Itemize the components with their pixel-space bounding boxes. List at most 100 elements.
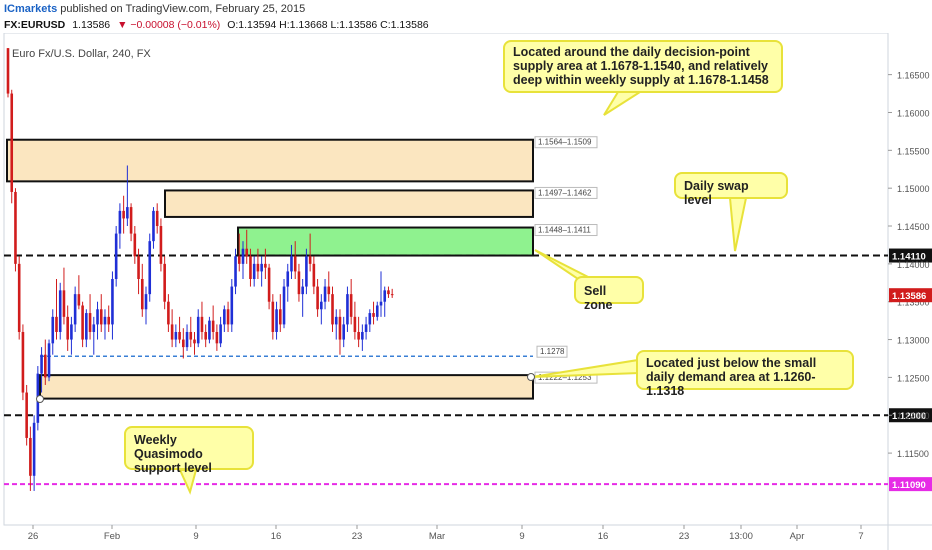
candle-body (88, 313, 92, 332)
candle-body (170, 324, 174, 340)
candle-body (278, 309, 282, 325)
publish-header: ICmarkets published on TradingView.com, … (0, 0, 932, 18)
y-tick-label: 1.12000 (897, 411, 930, 421)
demand-zone[interactable] (39, 374, 534, 400)
candle-body (189, 331, 193, 340)
sell-zone[interactable] (237, 226, 534, 257)
candle-body (271, 301, 275, 332)
candle-body (14, 191, 17, 264)
candle-body (148, 241, 152, 295)
candle-body (368, 313, 372, 325)
candle-body (375, 305, 379, 317)
x-tick-label: 23 (352, 531, 363, 542)
candle-body (361, 331, 364, 340)
symbol-bar: FX:EURUSD 1.13586 ▼ −0.00008 (−0.01%) O:… (4, 17, 429, 33)
x-tick-label: 13:00 (729, 531, 753, 542)
candle-body (241, 248, 245, 264)
candle-body (133, 233, 137, 257)
x-tick-label: 23 (679, 531, 690, 542)
chart-title: Euro Fx/U.S. Dollar, 240, FX (12, 48, 151, 60)
candle-body (126, 207, 129, 219)
weekly-supply-zone-label: 1.1564–1.1509 (538, 138, 592, 147)
candle-body (323, 286, 327, 302)
candle-body (81, 305, 84, 340)
weekly-quasimodo-level-price-label: 1.11090 (892, 480, 926, 491)
candle-body (305, 256, 308, 287)
candle-body (211, 320, 215, 332)
candle-body (245, 248, 249, 257)
candle-body (25, 392, 28, 438)
candle-body (249, 256, 252, 279)
quasimodo-callout-pointer (178, 469, 198, 495)
candle-body (364, 324, 368, 332)
candle-body (196, 316, 200, 344)
sell-zone-callout: Sell zone (574, 276, 644, 312)
y-tick-label: 1.15500 (897, 146, 930, 156)
sell-zone-label: 1.1448–1.1411 (538, 226, 591, 235)
candle-body (96, 309, 99, 325)
candle-body (226, 309, 230, 325)
candle-body (40, 354, 43, 374)
x-tick-label: 26 (28, 531, 39, 542)
candle-body (252, 263, 256, 279)
daily-swap-level-price-tag (889, 248, 932, 263)
candle-body (379, 301, 383, 306)
candle-body (47, 343, 51, 378)
candle-body (17, 263, 21, 332)
h4-supply-zone-label: 1.1497–1.1462 (538, 188, 592, 197)
candle-body (331, 294, 334, 325)
candle-body (155, 210, 159, 227)
demand-anchor-dot (527, 373, 535, 381)
swap-level-callout: Daily swap level (674, 172, 788, 207)
x-tick-label: 16 (271, 531, 282, 542)
candle-body (275, 309, 278, 332)
candle-body (301, 286, 304, 295)
candle-body (327, 286, 331, 295)
candle-body (357, 331, 360, 340)
y-tick-label: 1.14500 (897, 222, 930, 232)
candle-body (140, 279, 144, 310)
candle-body (297, 271, 301, 295)
demand-callout: Located just below the small daily deman… (636, 350, 854, 398)
candle-body (99, 309, 103, 325)
candle-body (70, 324, 73, 340)
candle-body (282, 286, 286, 325)
candle-body (383, 290, 387, 302)
candle-body (204, 331, 207, 340)
candle-body (308, 256, 312, 264)
candle-body (230, 286, 234, 325)
candle-body (66, 316, 69, 340)
y-tick-label: 1.14000 (897, 260, 930, 270)
y-tick-label: 1.16000 (897, 108, 930, 118)
x-tick-label: 9 (193, 531, 198, 542)
brand-name[interactable]: ICmarkets (4, 3, 58, 15)
candle-body (349, 294, 353, 317)
candle-body (77, 294, 81, 306)
x-tick-label: 9 (519, 531, 524, 542)
candle-body (200, 316, 204, 332)
candle-body (387, 290, 390, 295)
candle-body (163, 263, 166, 302)
candle-body (256, 263, 260, 272)
published-text: published on TradingView.com, February 2… (60, 3, 306, 15)
candle-body (338, 316, 342, 340)
candle-body (316, 286, 319, 310)
candle-body (85, 313, 88, 340)
candle-body (111, 279, 114, 325)
candle-body (286, 271, 290, 287)
candle-body (159, 226, 163, 264)
h4-supply-zone[interactable] (164, 189, 534, 218)
candle-body (372, 313, 375, 317)
y-tick-label: 1.12500 (897, 373, 930, 383)
candle-body (32, 422, 36, 476)
h4-supply-zone-label-box (534, 186, 598, 199)
x-tick-label: Feb (104, 531, 120, 542)
y-tick-label: 1.11500 (897, 449, 929, 459)
candle-body (92, 324, 96, 332)
candle-body (58, 290, 62, 332)
weekly-supply-zone[interactable] (6, 138, 534, 183)
candle-body (237, 256, 241, 264)
candle-body (6, 48, 10, 94)
candle-body (260, 263, 263, 272)
candle-body (44, 354, 47, 378)
